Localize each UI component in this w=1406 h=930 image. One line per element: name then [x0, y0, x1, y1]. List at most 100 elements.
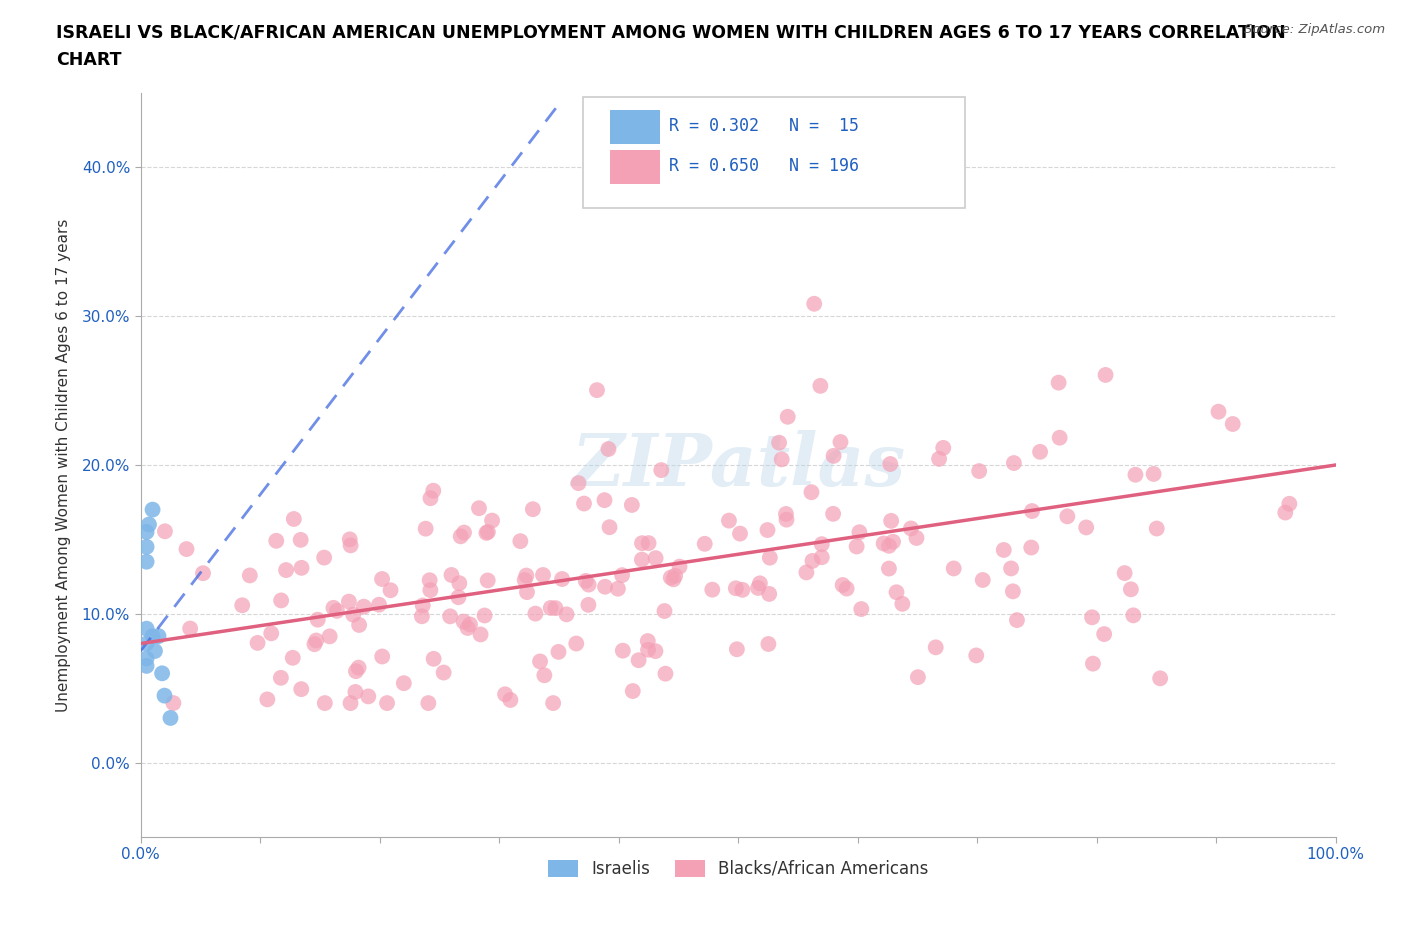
Point	[845, 539, 868, 554]
Point	[458, 617, 481, 631]
Point	[728, 526, 751, 541]
Point	[808, 379, 831, 393]
Point	[371, 649, 394, 664]
Point	[422, 484, 444, 498]
Point	[756, 523, 779, 538]
Point	[344, 664, 367, 679]
Point	[572, 496, 595, 511]
Point	[337, 594, 360, 609]
Point	[339, 696, 361, 711]
Point	[1076, 520, 1098, 535]
Point	[747, 580, 769, 595]
Point	[371, 572, 394, 587]
Point	[1142, 467, 1164, 482]
Point	[654, 604, 676, 618]
Point	[1149, 671, 1171, 685]
Point	[586, 382, 609, 397]
Point	[135, 554, 157, 569]
Text: R = 0.302   N =  15: R = 0.302 N = 15	[669, 117, 859, 136]
Point	[516, 585, 538, 600]
Point	[392, 676, 415, 691]
Point	[942, 561, 965, 576]
Point	[693, 537, 716, 551]
Point	[1094, 367, 1116, 382]
Point	[644, 551, 666, 565]
Point	[231, 598, 253, 613]
Point	[419, 573, 441, 588]
Point	[176, 541, 198, 556]
Point	[318, 629, 340, 644]
Point	[891, 596, 914, 611]
Point	[419, 491, 441, 506]
Point	[415, 521, 437, 536]
Point	[886, 585, 908, 600]
Point	[1000, 561, 1022, 576]
Point	[637, 633, 659, 648]
Point	[1122, 608, 1144, 623]
Point	[453, 614, 475, 629]
Point	[1081, 610, 1104, 625]
Point	[668, 559, 690, 574]
Point	[524, 606, 547, 621]
Point	[418, 696, 440, 711]
Point	[650, 462, 672, 477]
Point	[800, 485, 823, 499]
Point	[631, 552, 654, 567]
Point	[796, 565, 818, 579]
Point	[831, 578, 853, 592]
Point	[531, 567, 554, 582]
Point	[380, 583, 402, 598]
Text: CHART: CHART	[56, 51, 122, 69]
FancyBboxPatch shape	[610, 150, 661, 184]
Point	[928, 451, 950, 466]
Point	[551, 572, 574, 587]
Point	[575, 574, 598, 589]
Point	[290, 682, 312, 697]
Point	[612, 644, 634, 658]
Point	[810, 550, 832, 565]
Point	[264, 534, 287, 549]
Point	[972, 573, 994, 588]
Point	[148, 629, 170, 644]
Point	[748, 576, 770, 591]
Point	[877, 561, 900, 576]
Point	[499, 693, 522, 708]
Point	[775, 512, 797, 527]
Point	[344, 684, 367, 699]
Point	[775, 507, 797, 522]
Point	[494, 687, 516, 702]
Point	[314, 551, 336, 565]
Point	[135, 621, 157, 636]
Point	[533, 668, 555, 683]
Point	[347, 660, 370, 675]
Point	[1274, 505, 1296, 520]
Point	[270, 671, 292, 685]
Point	[759, 551, 782, 565]
Point	[439, 609, 461, 624]
Point	[993, 542, 1015, 557]
Point	[481, 513, 503, 528]
Point	[621, 684, 644, 698]
Point	[135, 658, 157, 673]
Point	[239, 568, 262, 583]
Point	[468, 500, 491, 515]
Point	[1021, 504, 1043, 519]
Point	[290, 533, 312, 548]
Point	[453, 525, 475, 540]
Point	[547, 644, 569, 659]
Text: ZIPatlas: ZIPatlas	[571, 430, 905, 500]
Point	[513, 573, 536, 588]
Point	[702, 582, 724, 597]
Point	[1208, 405, 1230, 419]
Point	[731, 582, 754, 597]
Point	[411, 609, 433, 624]
Point	[141, 502, 163, 517]
Point	[1056, 509, 1078, 524]
Point	[357, 689, 380, 704]
Text: R = 0.650   N = 196: R = 0.650 N = 196	[669, 157, 859, 175]
Point	[823, 448, 845, 463]
Point	[290, 561, 312, 576]
Point	[477, 573, 499, 588]
Point	[1049, 431, 1071, 445]
Point	[1001, 584, 1024, 599]
